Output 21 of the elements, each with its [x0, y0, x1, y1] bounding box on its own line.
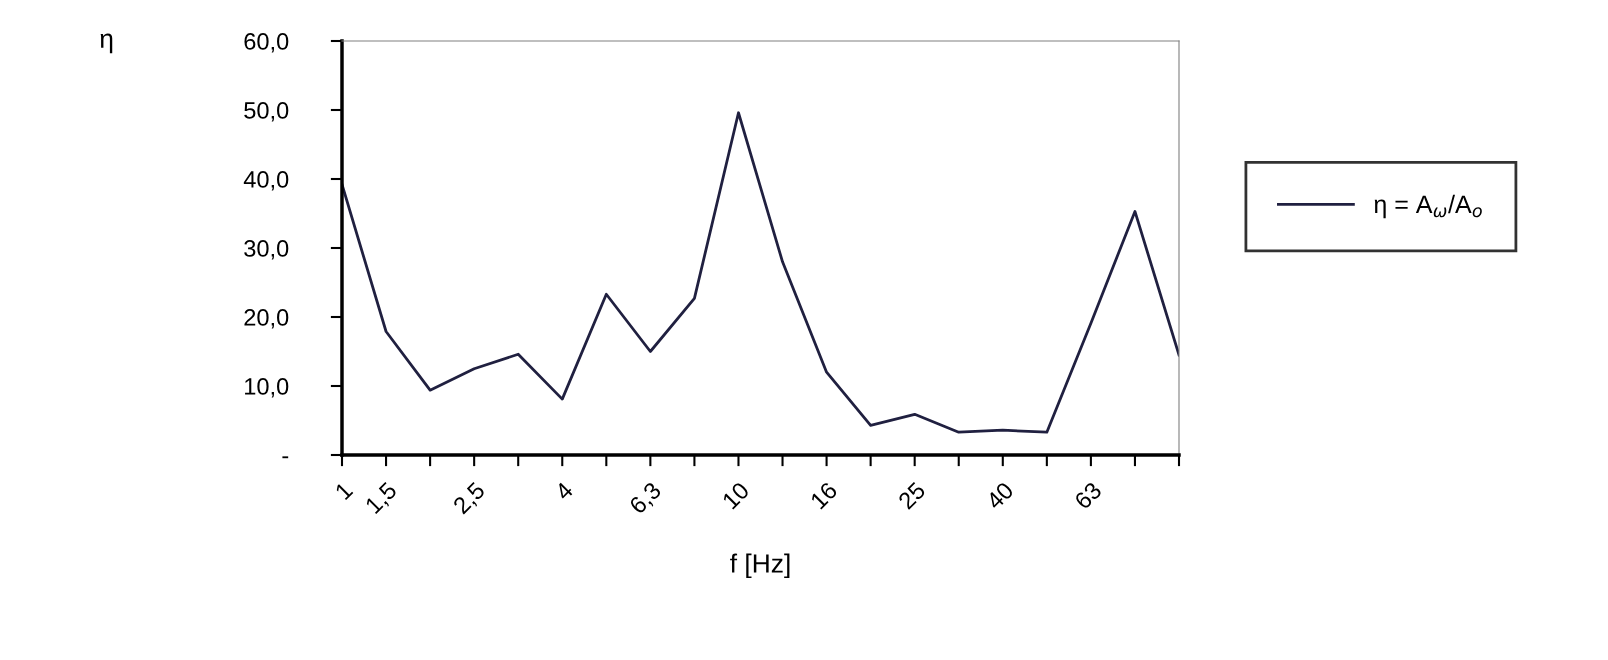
- x-tick-label: 6,3: [628, 481, 664, 517]
- x-tick-label: 40: [985, 481, 1015, 511]
- y-tick-label: 60,0: [244, 33, 289, 53]
- x-tick-label: 25: [897, 481, 927, 510]
- x-tick-label: 1,5: [364, 481, 400, 517]
- x-tick-label: 10: [721, 481, 751, 510]
- text: η: [100, 33, 113, 54]
- x-tick-label: 1: [334, 481, 354, 501]
- y-tick-label: -: [282, 456, 289, 459]
- x-tick-label: 16: [809, 481, 839, 510]
- legend-label: η = A$_{ω}$/A$_{o}$: [1374, 194, 1482, 219]
- line-series: [342, 111, 1179, 434]
- y-tick-label: 40,0: [243, 171, 289, 191]
- x-tick-label: 2,5: [452, 481, 488, 517]
- x-axis-title: f [Hz]: [730, 553, 790, 579]
- x-tick-label: 4: [553, 481, 574, 501]
- y-tick-label: 20,0: [244, 309, 289, 329]
- y-tick-label: 30,0: [244, 240, 289, 260]
- y-tick-label: 10,0: [245, 378, 289, 398]
- x-tick-label: 63: [1073, 481, 1103, 510]
- y-tick-label: 50,0: [244, 102, 289, 122]
